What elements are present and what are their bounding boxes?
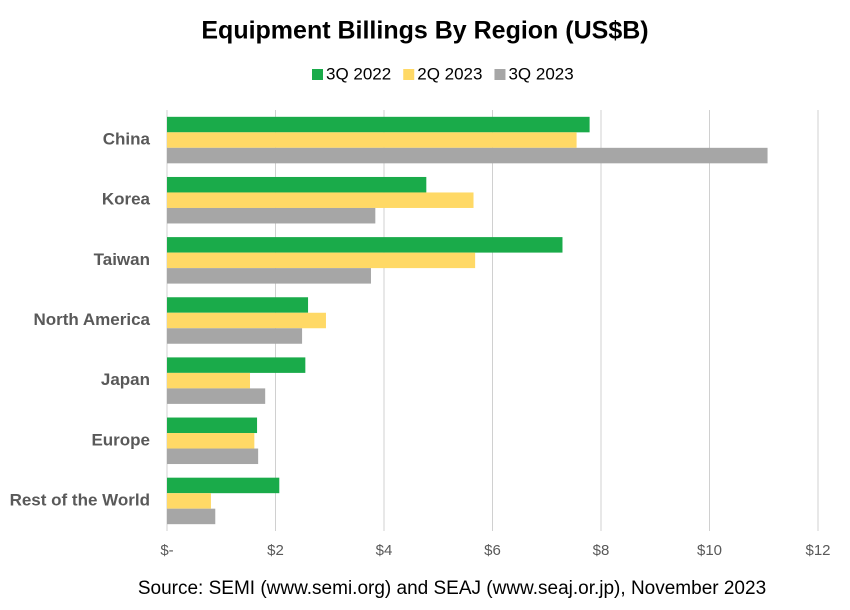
bar [167, 417, 258, 434]
bar [167, 328, 303, 344]
y-tick-label: Korea [102, 190, 151, 209]
bar [167, 237, 563, 253]
legend-label: 2Q 2023 [417, 64, 482, 83]
x-tick-label: $10 [697, 542, 722, 559]
source-note: Source: SEMI (www.semi.org) and SEAJ (ww… [138, 578, 766, 599]
bar [167, 433, 255, 449]
legend-label: 3Q 2023 [508, 64, 573, 83]
bar [167, 448, 259, 465]
legend-swatch [494, 69, 506, 80]
bar [167, 312, 326, 329]
bar [167, 192, 474, 208]
y-tick-label: Europe [91, 430, 150, 449]
bar [167, 207, 376, 224]
bar [167, 252, 476, 269]
bar [167, 372, 251, 389]
bar [167, 508, 216, 525]
bar [167, 268, 371, 284]
x-tick-label: $- [160, 542, 173, 559]
x-tick-label: $8 [593, 542, 610, 559]
bar [167, 176, 427, 193]
legend-swatch [312, 69, 323, 80]
bar [167, 116, 590, 133]
legend-swatch [403, 69, 415, 80]
y-tick-label: Taiwan [94, 250, 150, 269]
bar [167, 388, 266, 404]
x-tick-label: $6 [484, 542, 501, 559]
x-tick-label: $12 [805, 542, 830, 559]
x-tick-label: $4 [376, 542, 393, 559]
y-tick-label: North America [33, 310, 150, 329]
x-tick-label: $2 [267, 542, 284, 559]
bar [167, 132, 577, 148]
bar [167, 297, 309, 313]
bar [167, 147, 768, 164]
legend-label: 3Q 2022 [326, 64, 391, 83]
chart-title: Equipment Billings By Region (US$B) [201, 17, 648, 45]
y-tick-label: Rest of the World [10, 490, 150, 509]
bar [167, 357, 306, 373]
bar [167, 493, 211, 509]
bar [167, 477, 280, 494]
y-tick-label: China [103, 130, 151, 149]
y-tick-label: Japan [101, 370, 150, 389]
